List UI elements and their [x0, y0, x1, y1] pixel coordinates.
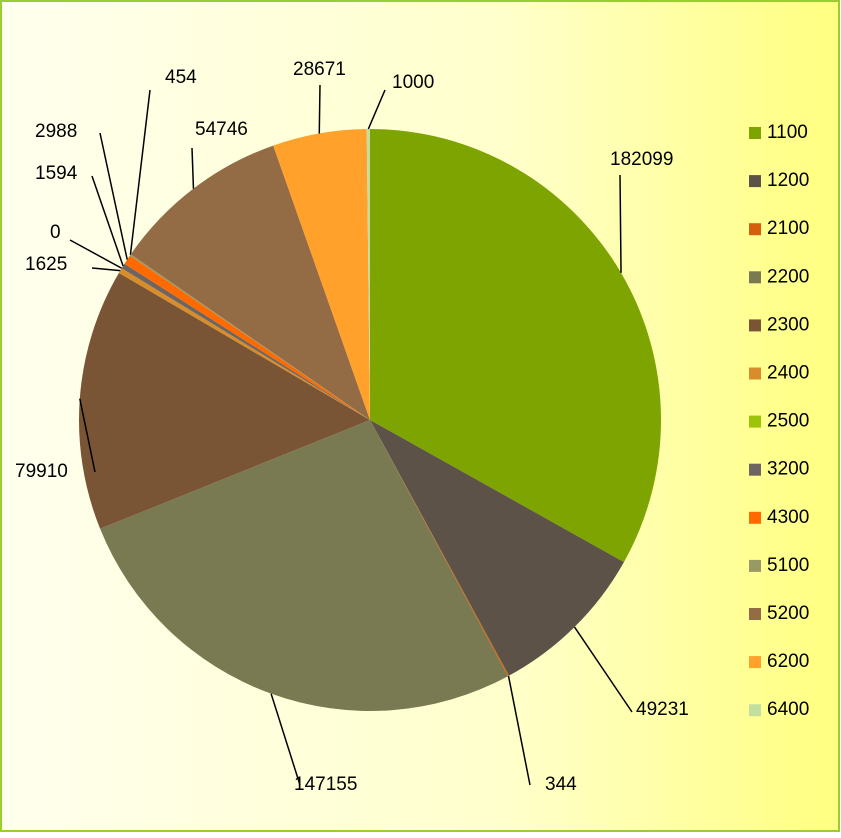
- legend-swatch: [749, 463, 761, 476]
- legend-label: 4300: [767, 507, 809, 528]
- legend-swatch: [749, 559, 761, 572]
- pie-slice: [124, 255, 370, 420]
- leader-line: [91, 175, 124, 267]
- legend-label: 2500: [767, 411, 809, 432]
- legend-swatch: [749, 511, 761, 524]
- data-label: 147155: [294, 774, 357, 795]
- legend-swatch: [749, 656, 761, 669]
- legend-label: 2200: [767, 266, 809, 287]
- data-label: 49231: [636, 699, 689, 720]
- legend-swatch: [749, 223, 761, 236]
- data-label: 182099: [610, 149, 673, 170]
- leader-line: [69, 239, 123, 269]
- pie-slice: [370, 129, 662, 563]
- pie-slice: [121, 263, 370, 420]
- leader-line: [129, 89, 151, 255]
- legend-swatch: [749, 271, 761, 284]
- data-label: 454: [165, 67, 197, 88]
- pie-slice: [370, 420, 624, 676]
- data-label: 28671: [293, 59, 346, 80]
- leader-line: [91, 267, 121, 272]
- data-label: 79910: [15, 461, 68, 482]
- legend-label: 5100: [767, 555, 809, 576]
- legend-label: 1200: [767, 170, 809, 191]
- leader-line: [367, 89, 386, 130]
- pie-slice: [130, 145, 370, 420]
- pie-slice: [366, 129, 370, 420]
- leader-line: [573, 626, 633, 713]
- legend-swatch: [749, 319, 761, 332]
- legend-swatch: [749, 608, 761, 620]
- pie-slice: [100, 420, 508, 712]
- leader-line: [619, 174, 622, 273]
- legend-label: 2100: [767, 218, 809, 239]
- legend-label: 1100: [767, 122, 808, 143]
- leader-line: [191, 147, 195, 189]
- legend-swatch: [749, 415, 761, 428]
- leader-line: [318, 84, 321, 134]
- pie-slice: [118, 268, 370, 420]
- legend-label: 3200: [767, 459, 809, 480]
- pie-slice: [79, 272, 371, 529]
- data-label: 54746: [195, 119, 248, 140]
- legend-swatch: [749, 367, 761, 380]
- data-label: 1594: [35, 163, 78, 184]
- leader-line: [99, 132, 128, 260]
- legend-label: 6200: [767, 651, 809, 672]
- legend-label: 5200: [767, 603, 809, 624]
- data-label: 0: [50, 222, 61, 243]
- legend-swatch: [749, 175, 761, 188]
- data-label: 1000: [392, 72, 434, 93]
- legend-swatch: [749, 127, 761, 139]
- legend-label: 2400: [767, 363, 809, 384]
- leader-line: [507, 675, 531, 786]
- data-label: 344: [545, 774, 577, 795]
- leader-line: [270, 693, 301, 786]
- legend-label: 2300: [767, 314, 809, 335]
- leader-line: [79, 398, 96, 473]
- pie-slice: [370, 420, 510, 677]
- legend-swatch: [749, 704, 761, 717]
- pie-slice: [273, 129, 370, 421]
- pie-slice: [129, 254, 370, 420]
- legend-label: 6400: [767, 699, 809, 720]
- data-label: 1625: [25, 254, 67, 275]
- data-label: 2988: [35, 121, 77, 142]
